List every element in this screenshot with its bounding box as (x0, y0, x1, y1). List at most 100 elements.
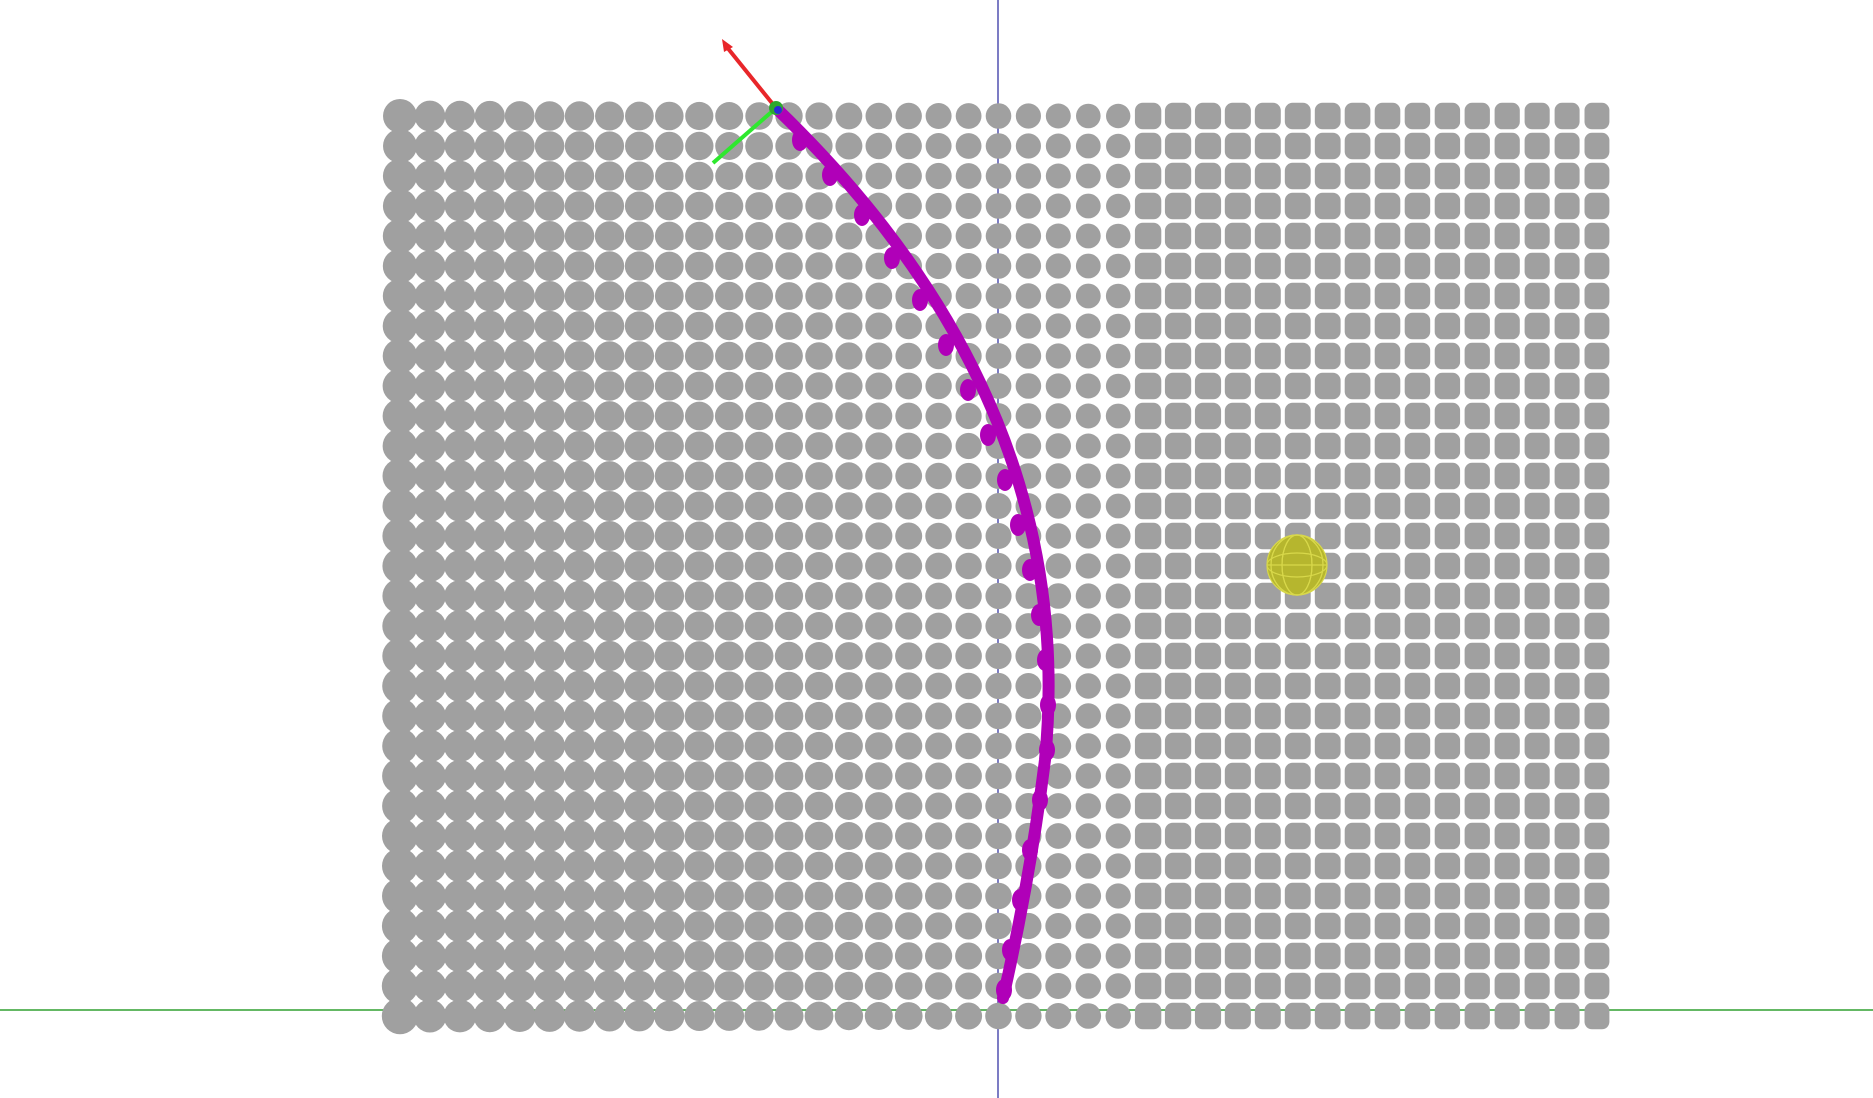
grid-node (1224, 612, 1251, 640)
grid-node (1464, 342, 1490, 370)
grid-node (624, 701, 655, 731)
grid-node (1194, 972, 1222, 1000)
grid-node (1464, 912, 1490, 940)
grid-node (1194, 732, 1222, 760)
grid-node (1314, 762, 1341, 790)
grid-node (473, 730, 506, 762)
grid-node (1374, 822, 1401, 850)
grid-node (534, 310, 565, 342)
grid-node (804, 671, 834, 701)
grid-node (1404, 582, 1431, 610)
grid-node (1314, 702, 1341, 730)
grid-node (1224, 702, 1251, 730)
grid-node (382, 158, 418, 194)
grid-node (1524, 492, 1550, 520)
grid-node (1106, 193, 1131, 219)
grid-node (624, 191, 654, 221)
grid-node (1194, 432, 1222, 460)
grid-node (1224, 972, 1251, 1000)
grid-node (1434, 882, 1461, 910)
grid-node (1164, 312, 1192, 340)
grid-node (1224, 312, 1251, 340)
grid-node (744, 971, 774, 1001)
grid-node (1314, 732, 1341, 760)
grid-node (1344, 642, 1371, 670)
grid-node (835, 492, 863, 520)
grid-node (1434, 1002, 1461, 1030)
grid-node (654, 1000, 685, 1032)
grid-node (1194, 162, 1222, 190)
grid-node (1464, 792, 1490, 820)
grid-node (1284, 372, 1311, 400)
grid-node (504, 400, 535, 432)
grid-node (745, 162, 773, 190)
grid-node (1194, 222, 1222, 250)
grid-node (624, 940, 655, 972)
transform-gizmo[interactable] (711, 39, 783, 165)
grid-node (1015, 163, 1042, 189)
grid-node (1224, 912, 1251, 940)
grid-node (1524, 972, 1550, 1000)
grid-node (594, 281, 625, 311)
grid-node (685, 101, 714, 131)
grid-node (1554, 612, 1580, 640)
grid-node (1075, 493, 1101, 519)
grid-node (955, 612, 982, 640)
grid-node (564, 730, 595, 762)
grid-node (1254, 282, 1281, 310)
grid-node (504, 760, 536, 792)
grid-node (1404, 912, 1431, 940)
grid-node (1464, 492, 1490, 520)
grid-node (1524, 162, 1550, 190)
grid-node (1374, 462, 1401, 490)
grid-node (1404, 882, 1431, 910)
grid-node (1434, 282, 1461, 310)
grid-node (1105, 763, 1131, 789)
grid-node (1404, 732, 1431, 760)
grid-node (1464, 462, 1490, 490)
grid-node (381, 967, 419, 1005)
grid-node (805, 102, 833, 130)
grid-node (1224, 762, 1251, 790)
grid-node (444, 520, 476, 552)
grid-node (1404, 762, 1431, 790)
grid-node (925, 852, 953, 880)
grid-node (1134, 282, 1162, 310)
grid-node (1015, 972, 1042, 1000)
grid-node (1494, 402, 1520, 430)
grid-node (1434, 912, 1461, 940)
grid-node (1164, 372, 1192, 400)
grid-node (1105, 973, 1131, 999)
grid-node (1194, 882, 1222, 910)
grid-node (413, 699, 446, 733)
grid-node (1374, 852, 1401, 880)
grid-node (382, 548, 418, 584)
grid-node (865, 582, 893, 610)
grid-node (624, 611, 655, 641)
grid-node (382, 758, 418, 794)
grid-node (624, 820, 655, 852)
grid-node (775, 462, 803, 490)
grid-node (1374, 642, 1401, 670)
grid-node (1374, 762, 1401, 790)
path-bead (1002, 939, 1018, 961)
grid-node (775, 282, 803, 310)
grid-node (1194, 792, 1222, 820)
grid-node (1554, 282, 1580, 310)
grid-node (1075, 343, 1101, 369)
grid-node (473, 760, 506, 792)
grid-node (1404, 312, 1431, 340)
grid-node (504, 700, 536, 732)
grid-node (955, 822, 982, 850)
grid-node (714, 911, 744, 941)
grid-node (1554, 522, 1580, 550)
grid-node (534, 131, 565, 161)
grid-node (1224, 552, 1251, 580)
grid-node (413, 789, 447, 823)
target-sphere[interactable] (1266, 534, 1328, 596)
grid-node (1344, 222, 1371, 250)
grid-node (894, 912, 923, 940)
grid-node (805, 342, 833, 370)
